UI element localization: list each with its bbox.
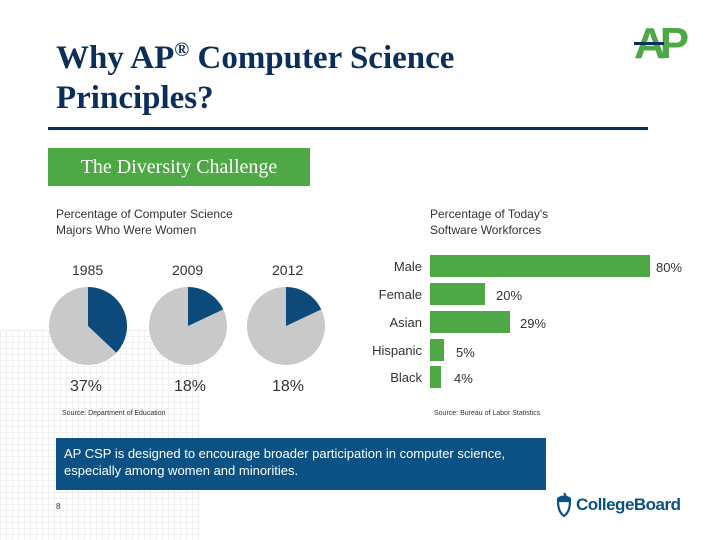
pie-1985-women-slice: [88, 287, 128, 353]
right-chart-source: Source: Bureau of Labor Statistics: [434, 410, 541, 417]
bar-value-black: 4%: [454, 371, 473, 386]
pie-value-1985: 37%: [70, 378, 103, 395]
left-chart-source: Source: Department of Education: [62, 410, 166, 417]
pie-2009-women-slice: [188, 287, 224, 326]
bar-value-female: 20%: [496, 288, 523, 303]
section-heading: The Diversity Challenge: [48, 148, 310, 186]
page-number: 8: [56, 502, 61, 511]
pie-year-1985: 1985: [72, 262, 104, 278]
pie-2012-women-slice: [286, 287, 322, 326]
bar-category-asian: Asian: [389, 315, 422, 330]
pie-value-2009: 18%: [174, 378, 207, 395]
pie-chart-2009: [149, 287, 227, 365]
bar-value-male: 80%: [656, 260, 683, 275]
acorn-icon: [556, 492, 572, 518]
callout-box: AP CSP is designed to encourage broader …: [56, 438, 546, 490]
left-chart-label: Percentage of Computer Science Majors Wh…: [56, 207, 233, 237]
collegeboard-wordmark: CollegeBoard: [576, 495, 681, 514]
bar-male: [430, 255, 650, 277]
slide-title: Why AP® Computer Science Principles?: [56, 39, 455, 116]
pie-year-2009: 2009: [172, 262, 204, 278]
bar-hispanic: [430, 339, 444, 361]
right-chart-label: Percentage of Today's Software Workforce…: [430, 207, 549, 237]
pie-year-2012: 2012: [272, 262, 304, 278]
pie-value-2012: 18%: [272, 378, 305, 395]
pie-chart-1985: [49, 287, 128, 365]
title-divider: [48, 127, 648, 130]
pie-chart-2012: [247, 287, 325, 365]
bar-category-male: Male: [393, 259, 422, 274]
ap-logo: AP: [634, 20, 694, 64]
decorative-grid-background: [0, 330, 200, 540]
bar-value-hispanic: 5%: [456, 345, 475, 360]
bar-value-asian: 29%: [520, 316, 547, 331]
bar-category-black: Black: [390, 370, 422, 385]
bar-black: [430, 366, 441, 388]
bar-female: [430, 283, 485, 305]
bar-category-hispanic: Hispanic: [372, 343, 422, 358]
collegeboard-logo: CollegeBoard: [554, 490, 694, 520]
bar-category-female: Female: [378, 287, 422, 302]
bar-asian: [430, 311, 510, 333]
